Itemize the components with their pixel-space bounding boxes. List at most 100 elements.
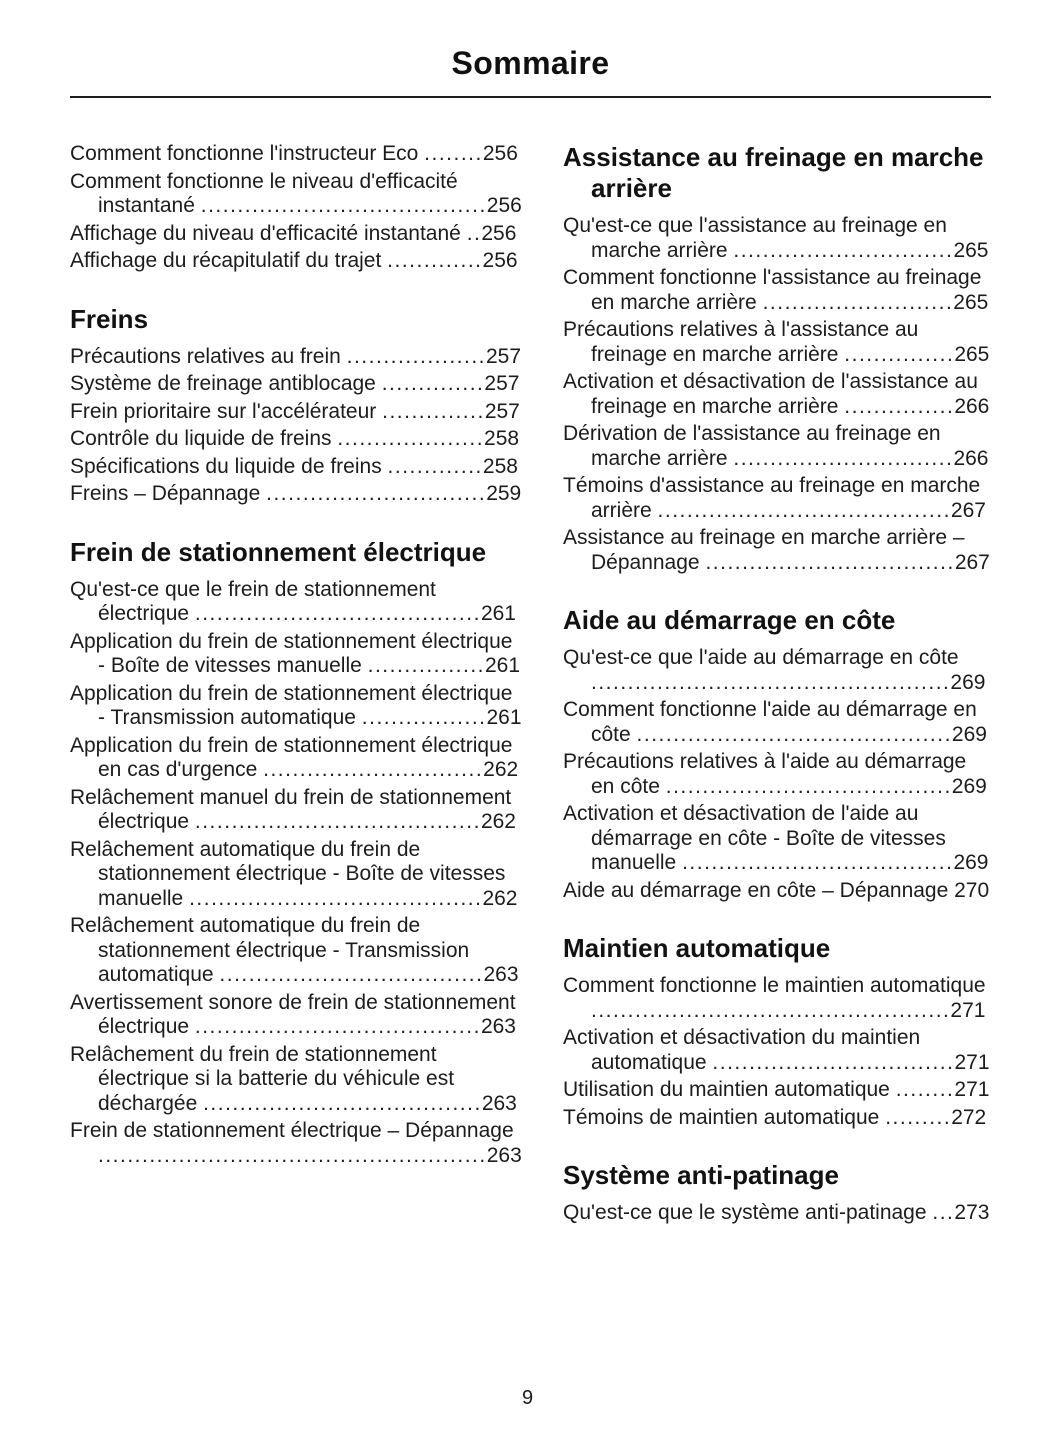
toc-entry: Activation et désactivation de l'aide au… <box>563 802 991 876</box>
toc-entry-title: Système de freinage antiblocage <box>70 372 382 396</box>
toc-entry-title: Frein de stationnement électrique – Dépa… <box>70 1119 514 1143</box>
toc-entry-page-number: 269 <box>953 851 989 875</box>
toc-entry-title: Application du frein de stationnement él… <box>70 629 513 678</box>
toc-entry: Utilisation du maintien automatique ....… <box>563 1078 991 1103</box>
dot-leader: ....................................... <box>194 602 481 626</box>
dot-leader: ....................................... <box>194 1015 481 1039</box>
dot-leader: .............................. <box>263 758 484 782</box>
toc-entry: Relâchement automatique du frein de stat… <box>70 914 522 988</box>
toc-entry-title: Freins – Dépannage <box>70 482 267 506</box>
toc-section-heading: Maintien automatique <box>563 933 831 964</box>
toc-entry-page-number: 267 <box>954 550 990 574</box>
toc-entry-page-number: 269 <box>951 774 987 798</box>
toc-entry-page-number: 258 <box>484 427 520 451</box>
toc-entry-page-number: 266 <box>954 394 990 418</box>
toc-entry-title: Activation et désactivation de l'aide au… <box>563 802 946 875</box>
toc-entry-page-number: 266 <box>953 446 989 470</box>
toc-entry: Comment fonctionne le maintien automatiq… <box>563 974 991 1023</box>
toc-section-heading: Assistance au freinage en marche arrière <box>563 142 984 204</box>
toc-entry-page-number: 261 <box>486 706 522 730</box>
toc-section-heading: Frein de stationnement électrique <box>70 536 487 567</box>
dot-leader: ........ <box>424 142 483 166</box>
toc-entry-title: Application du frein de stationnement él… <box>70 733 513 782</box>
toc-entry: Affichage du récapitulatif du trajet ...… <box>70 249 522 274</box>
toc-entry-page-number: 271 <box>954 1078 990 1102</box>
toc-entry-page-number: 257 <box>484 372 520 396</box>
toc-entry-page-number: 265 <box>954 342 990 366</box>
toc-entry-title: Dérivation de l'assistance au freinage e… <box>563 422 941 470</box>
toc-entry-page-number: 273 <box>954 1201 990 1225</box>
toc-section: Aide au démarrage en côte Qu'est-ce que l… <box>563 605 991 903</box>
toc-entry-page-number: 271 <box>954 1050 990 1074</box>
toc-entry-title: Qu'est-ce que le système anti-patinage <box>563 1201 933 1225</box>
dot-leader: .............. <box>382 399 485 423</box>
toc-entry-title: Activation et désactivation du maintien … <box>563 1026 921 1074</box>
page-footer: 9 <box>0 1387 1055 1410</box>
toc-section-heading: Aide au démarrage en côte <box>563 605 896 636</box>
toc-section: Système anti-patinage Qu'est-ce que le sy… <box>563 1160 991 1226</box>
toc-entry: Précautions relatives à l'assistance au … <box>563 318 991 367</box>
toc-entry: Spécifications du liquide de freins ....… <box>70 455 522 480</box>
dot-leader: ........................................… <box>591 998 951 1022</box>
toc-entry-page-number: 261 <box>480 602 516 626</box>
dot-leader: ................. <box>361 706 487 730</box>
toc-entry-page-number: 270 <box>954 878 990 902</box>
toc-entry: Activation et désactivation de l'assista… <box>563 370 991 419</box>
dot-leader: .. <box>466 221 482 245</box>
toc-entry: Précautions relatives à l'aide au démarr… <box>563 750 991 799</box>
toc-entry-title: Aide au démarrage en côte – Dépannage <box>563 878 955 902</box>
toc-entry-page-number: 259 <box>486 482 522 506</box>
toc-entry-page-number: 256 <box>486 194 522 218</box>
toc-entry-title: Application du frein de stationnement él… <box>70 681 513 730</box>
toc-entry-title: Spécifications du liquide de freins <box>70 454 388 478</box>
toc-entry-title: Relâchement du frein de stationnement él… <box>70 1042 455 1115</box>
toc-entry-page-number: 265 <box>953 238 989 262</box>
dot-leader: ................... <box>346 344 486 368</box>
toc-entry: Qu'est-ce que l'assistance au freinage e… <box>563 214 991 263</box>
dot-leader: ......... <box>885 1105 952 1129</box>
toc-entry-title: Précautions relatives au frein <box>70 344 347 368</box>
toc-left-column: Comment fonctionne l'instructeur Eco ...… <box>70 142 522 1229</box>
toc-section: Maintien automatique Comment fonctionne l… <box>563 933 991 1130</box>
toc-entry-title: Relâchement manuel du frein de stationne… <box>70 785 512 834</box>
toc-entry: Application du frein de stationnement él… <box>70 682 522 731</box>
dot-leader: .......................... <box>762 290 954 314</box>
dot-leader: ..................................... <box>682 851 954 875</box>
toc-section-heading: Système anti-patinage <box>563 1160 839 1191</box>
dot-leader: ........ <box>895 1078 955 1102</box>
toc-entry-title: Relâchement automatique du frein de stat… <box>70 914 470 987</box>
toc-entry: Application du frein de stationnement él… <box>70 734 522 783</box>
toc-entry: Précautions relatives au frein .........… <box>70 345 522 370</box>
dot-leader: .............................. <box>733 446 954 470</box>
toc-entry-page-number: 267 <box>950 498 986 522</box>
toc-entry: Contrôle du liquide de freins ..........… <box>70 427 522 452</box>
toc-entry-page-number: 263 <box>486 1143 522 1167</box>
dot-leader: ............... <box>844 394 955 418</box>
toc-entry: Frein prioritaire sur l'accélérateur ...… <box>70 400 522 425</box>
page-header: Sommaire <box>70 45 991 99</box>
toc-entry: Comment fonctionne l'assistance au frein… <box>563 266 991 315</box>
toc-entry-title: Témoins de maintien automatique <box>563 1105 886 1129</box>
toc-entry: Qu'est-ce que le frein de stationnement … <box>70 578 522 627</box>
toc-entry-title: Affichage du récapitulatif du trajet <box>70 249 388 273</box>
toc-entry-page-number: 256 <box>481 221 517 245</box>
toc-entry-page-number: 269 <box>951 722 987 746</box>
folio-page-number: 9 <box>521 1387 534 1409</box>
dot-leader: ...................................... <box>203 1091 482 1115</box>
toc-entry: Qu'est-ce que le système anti-patinage .… <box>563 1201 991 1226</box>
toc-entry: Relâchement du frein de stationnement él… <box>70 1043 522 1117</box>
dot-leader: ... <box>932 1201 955 1225</box>
toc-entry: Comment fonctionne le niveau d'efficacit… <box>70 170 522 219</box>
dot-leader: ....................................... <box>665 774 952 798</box>
toc-right-column: Assistance au freinage en marche arrière… <box>563 142 991 1229</box>
toc-entry-title: Témoins d'assistance au freinage en marc… <box>563 474 981 522</box>
dot-leader: .................... <box>337 427 485 451</box>
toc-entry: Activation et désactivation du maintien … <box>563 1026 991 1075</box>
dot-leader: ............... <box>844 342 955 366</box>
toc-entry-title: Comment fonctionne l'aide au démarrage e… <box>563 698 977 746</box>
toc-entry: Relâchement manuel du frein de stationne… <box>70 786 522 835</box>
toc-entry-title: Précautions relatives à l'assistance au … <box>563 318 919 366</box>
toc-entry-page-number: 262 <box>480 810 516 834</box>
dot-leader: ....................................... <box>194 810 481 834</box>
toc-entry-title: Qu'est-ce que l'aide au démarrage en côt… <box>563 646 959 670</box>
